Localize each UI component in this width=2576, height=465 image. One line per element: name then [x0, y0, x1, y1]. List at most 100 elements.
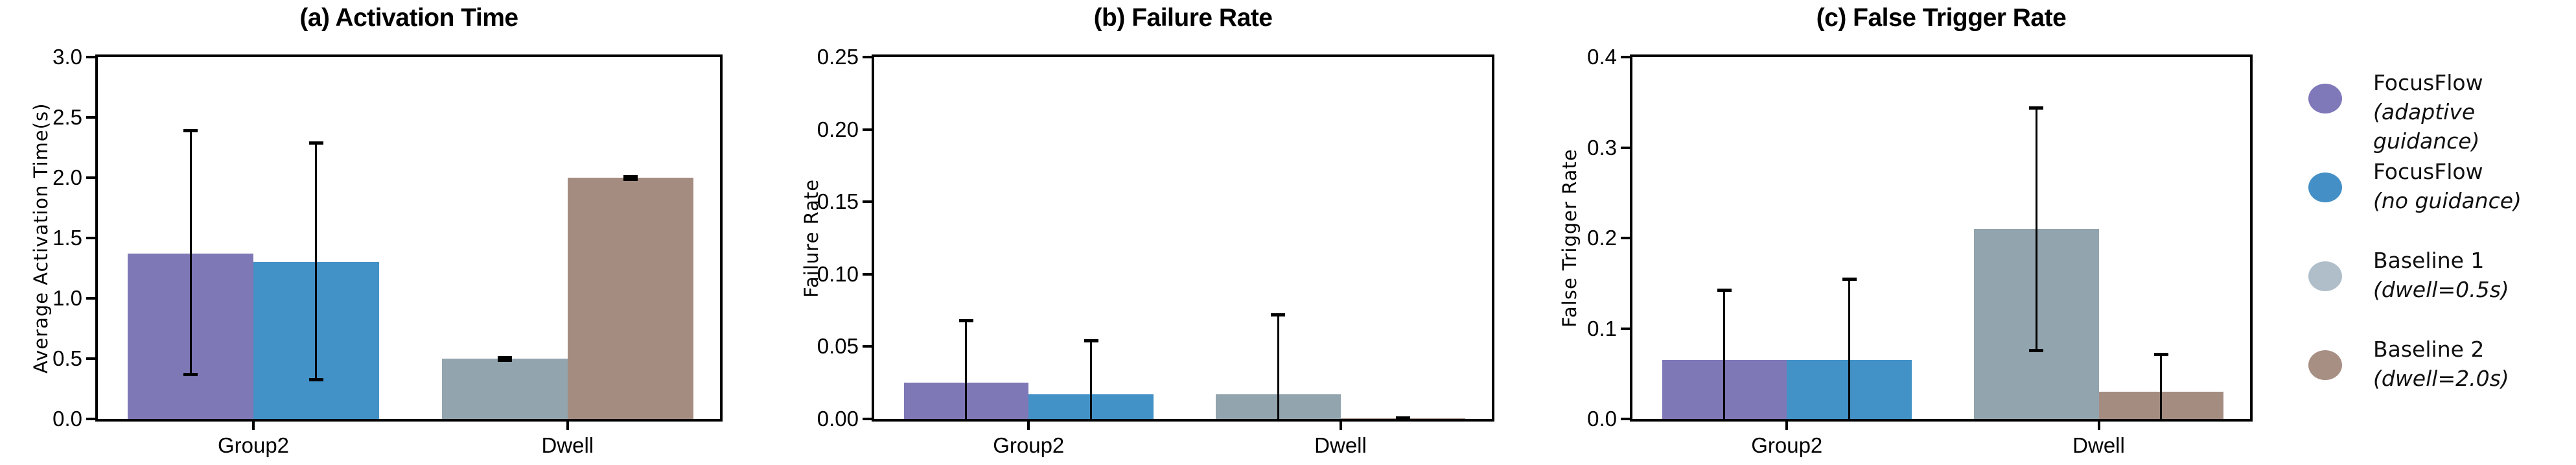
chart-a-title: (a) Activation Time: [299, 4, 518, 32]
y-tick-label: 1.5: [52, 226, 82, 250]
y-tick-label: 0.3: [1587, 135, 1617, 160]
y-tick-mark: [863, 56, 872, 58]
legend-label: FocusFlow: [2373, 70, 2483, 95]
y-tick-label: 0.5: [52, 346, 82, 370]
y-tick-label: 0.0: [1587, 407, 1617, 431]
y-tick-mark: [1621, 56, 1630, 58]
y-tick-label: 0.15: [817, 189, 859, 214]
y-tick-label: 0.05: [817, 334, 859, 359]
bar-baseline-2-dwell-2-0s-: [567, 178, 693, 419]
y-tick-mark: [86, 237, 96, 239]
legend-qualifier: (adaptive guidance): [2373, 99, 2480, 154]
x-tick-mark: [2097, 421, 2100, 430]
error-cap-bottom: [497, 358, 512, 362]
error-bar: [1723, 289, 1726, 419]
legend-qualifier: (no guidance): [2373, 188, 2522, 213]
legend-label: FocusFlow: [2373, 159, 2483, 184]
y-tick-label: 0.00: [817, 407, 859, 431]
error-bar: [189, 130, 192, 375]
error-bar: [2160, 353, 2163, 419]
legend-entry-baseline2: Baseline 2 (dwell=2.0s): [2373, 335, 2575, 393]
error-cap-top: [1271, 313, 1286, 317]
y-tick-mark: [86, 116, 96, 119]
chart-b-title: (b) Failure Rate: [1093, 4, 1273, 32]
error-bar: [2035, 108, 2037, 350]
plot-area: [95, 54, 723, 422]
y-tick-mark: [863, 200, 872, 204]
y-tick-mark: [86, 357, 96, 360]
y-tick-mark: [1621, 418, 1630, 420]
x-tick-label: Group2: [217, 433, 290, 457]
y-tick-mark: [86, 56, 96, 58]
legend-qualifier: (dwell=2.0s): [2373, 366, 2509, 391]
x-tick-mark: [1339, 421, 1342, 430]
error-cap-bottom: [623, 177, 638, 181]
error-cap-top: [958, 319, 973, 323]
error-cap-top: [1084, 339, 1098, 343]
y-tick-mark: [86, 418, 96, 420]
y-tick-mark: [863, 128, 872, 131]
y-tick-mark: [863, 418, 872, 420]
y-tick-label: 1.0: [52, 286, 82, 310]
legend-entry-baseline1: Baseline 1 (dwell=0.5s): [2373, 246, 2575, 304]
y-tick-label: 0.0: [52, 407, 82, 431]
y-tick-label: 2.5: [52, 105, 82, 129]
y-tick-label: 0.2: [1587, 226, 1617, 250]
y-tick-label: 0.25: [817, 45, 859, 69]
error-cap-bottom: [2029, 348, 2044, 352]
y-tick-label: 0.20: [817, 117, 859, 141]
error-cap-top: [2029, 106, 2044, 110]
x-tick-label: Dwell: [1314, 433, 1367, 457]
error-bar: [1277, 315, 1279, 419]
error-bar: [315, 143, 318, 379]
y-tick-mark: [1621, 146, 1630, 149]
error-cap-top: [2153, 352, 2168, 356]
legend-entry-focusflow-noguidance: FocusFlow (no guidance): [2373, 157, 2575, 215]
x-tick-mark: [252, 421, 255, 430]
x-tick-label: Dwell: [2072, 433, 2125, 457]
error-cap-top: [497, 356, 512, 360]
y-tick-label: 0.1: [1587, 316, 1617, 340]
y-tick-mark: [863, 272, 872, 276]
legend-label: Baseline 1: [2373, 248, 2485, 273]
legend-marker-focusflow-adaptive: [2308, 84, 2342, 113]
error-bar: [1848, 278, 1850, 419]
error-cap-top: [183, 129, 198, 133]
x-tick-label: Group2: [1751, 433, 1823, 457]
error-cap-top: [1717, 288, 1732, 292]
y-tick-mark: [1621, 327, 1630, 330]
y-tick-mark: [1621, 237, 1630, 239]
legend-marker-baseline2: [2308, 350, 2342, 380]
error-bar: [1090, 340, 1092, 419]
plot-area: [1630, 54, 2253, 422]
legend-label: Baseline 2: [2373, 337, 2485, 362]
error-bar: [965, 320, 968, 419]
error-cap-top: [1842, 277, 1857, 281]
x-tick-mark: [566, 421, 569, 430]
legend-entry-focusflow-adaptive: FocusFlow (adaptive guidance): [2373, 68, 2575, 156]
error-cap-top: [623, 175, 638, 179]
error-cap-top: [308, 141, 323, 145]
error-cap-top: [1395, 416, 1410, 420]
legend-qualifier: (dwell=0.5s): [2373, 277, 2509, 302]
y-tick-label: 0.4: [1587, 45, 1617, 69]
y-tick-mark: [86, 297, 96, 300]
x-tick-mark: [1785, 421, 1789, 430]
y-tick-mark: [86, 176, 96, 179]
x-tick-label: Dwell: [541, 433, 594, 457]
x-tick-mark: [1027, 421, 1030, 430]
x-tick-label: Group2: [993, 433, 1065, 457]
y-tick-label: 0.10: [817, 261, 859, 286]
y-tick-label: 3.0: [52, 45, 82, 69]
legend-marker-focusflow-noguidance: [2308, 173, 2342, 202]
bar-baseline-1-dwell-0-5s-: [441, 359, 568, 419]
plot-area: [872, 54, 1494, 422]
legend-marker-baseline1: [2308, 261, 2342, 291]
y-tick-mark: [863, 345, 872, 348]
error-cap-bottom: [308, 377, 323, 381]
chart-c-title: (c) False Trigger Rate: [1816, 4, 2067, 32]
chart-b-y-axis-label: Failure Rate: [800, 178, 822, 298]
y-tick-label: 2.0: [52, 165, 82, 189]
error-cap-bottom: [183, 373, 198, 377]
